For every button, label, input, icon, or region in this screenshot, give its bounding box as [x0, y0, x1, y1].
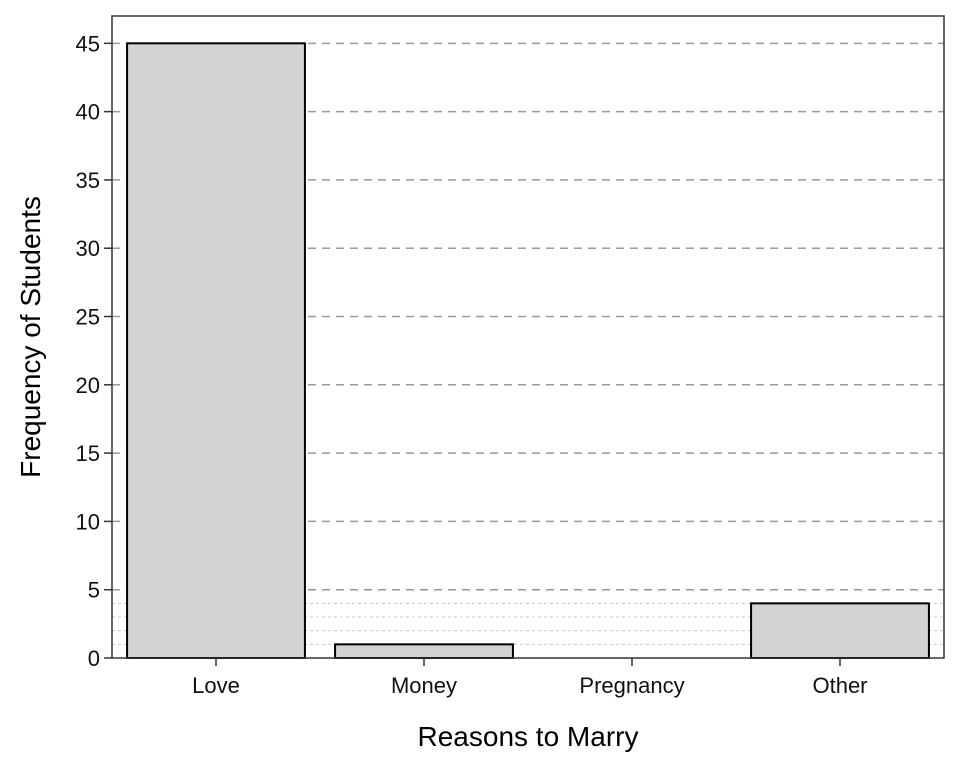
bar-love: [126, 42, 306, 659]
y-axis-title: Frequency of Students: [15, 196, 46, 478]
y-tick-label-1: 5: [88, 578, 100, 603]
bar-money: [334, 643, 514, 660]
y-tick-label-8: 40: [76, 100, 100, 125]
y-tick-label-4: 20: [76, 373, 100, 398]
x-axis: Love Money Pregnancy Other: [192, 658, 868, 698]
x-axis-title: Reasons to Marry: [418, 721, 639, 752]
x-tick-label-other: Other: [812, 673, 867, 698]
plot-frame: [111, 15, 945, 659]
x-tick-label-money: Money: [391, 673, 457, 698]
y-axis: 0 5 10 15 20 25 30 35 40 45: [76, 31, 112, 671]
y-tick-label-5: 25: [76, 305, 100, 330]
y-tick-label-7: 35: [76, 168, 100, 193]
x-tick-label-love: Love: [192, 673, 240, 698]
bars-layer: [126, 42, 930, 660]
y-tick-label-2: 10: [76, 509, 100, 534]
y-tick-label-9: 45: [76, 31, 100, 56]
y-tick-label-0: 0: [88, 646, 100, 671]
bar-other: [750, 602, 930, 659]
y-tick-label-3: 15: [76, 441, 100, 466]
x-tick-label-pregnancy: Pregnancy: [579, 673, 684, 698]
y-tick-label-6: 30: [76, 236, 100, 261]
